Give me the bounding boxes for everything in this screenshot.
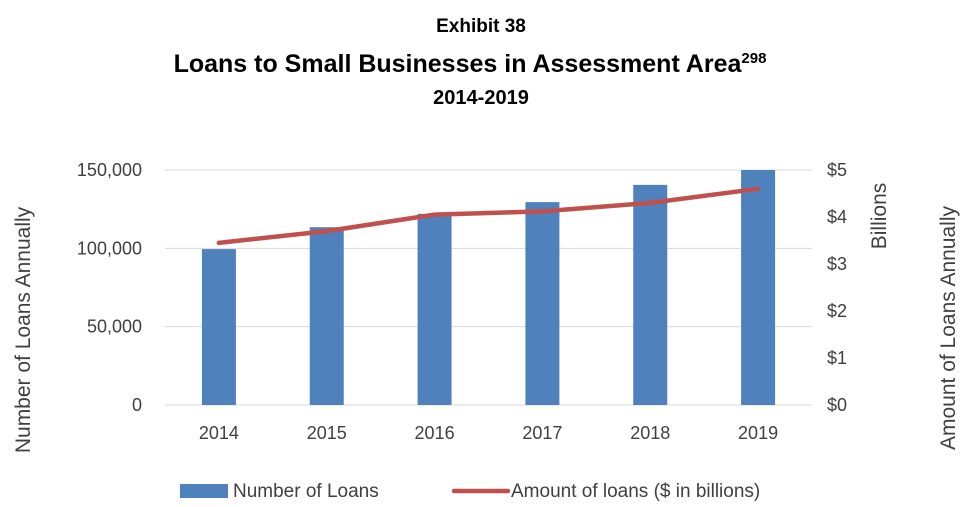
bar [417,213,452,405]
line-point [755,186,761,191]
legend: Number of Loans Amount of loans ($ in bil… [180,481,760,502]
bar [309,227,344,405]
right-tick-label: $1 [827,348,847,368]
bar [633,184,668,405]
legend-label-line: Amount of loans ($ in billions) [511,481,760,502]
left-tick-label: 150,000 [77,160,142,180]
chart-title: Loans to Small Businesses in Assessment … [174,50,767,78]
bar-series [201,170,776,405]
line-point [324,228,329,234]
legend-swatch-bar [180,484,228,498]
x-tick-label: 2018 [630,423,670,443]
left-tick-label: 50,000 [87,317,142,337]
bar [741,170,776,405]
x-axis: 2014 2015 2016 2017 2018 2019 [199,423,778,443]
right-tick-label: $0 [827,395,847,415]
right-y-axis: $0 $1 $2 $3 $4 $5 [827,160,847,415]
title-footnote: 298 [741,50,766,67]
left-tick-label: 100,000 [77,238,142,258]
line-series [216,186,761,246]
right-axis-unit-label: Billions [868,183,891,250]
right-axis-title: Amount of Loans Annually [937,206,960,451]
legend-label-bars: Number of Loans [233,481,379,502]
left-y-axis: 0 50,000 100,000 150,000 [77,160,142,415]
line-point [216,240,222,246]
line-point [432,212,437,217]
series-line [216,186,761,246]
right-tick-label: $3 [827,254,847,274]
x-tick-label: 2016 [415,423,455,443]
left-tick-label: 0 [132,395,142,415]
x-tick-label: 2017 [522,423,562,443]
line-point [540,209,545,214]
chart-title-text: Loans to Small Businesses in Assessment … [174,50,743,78]
chart-subtitle: 2014-2019 [433,87,529,109]
x-tick-label: 2015 [307,423,347,443]
right-tick-label: $4 [827,207,847,227]
exhibit-label: Exhibit 38 [436,16,526,37]
gridlines [165,169,812,406]
x-tick-label: 2019 [738,423,778,443]
line-point [648,200,653,206]
right-tick-label: $2 [827,301,847,321]
bar [525,202,560,405]
right-tick-label: $5 [827,160,847,180]
bar [201,249,236,405]
left-axis-title: Number of Loans Annually [12,206,35,453]
x-tick-label: 2014 [199,423,239,443]
